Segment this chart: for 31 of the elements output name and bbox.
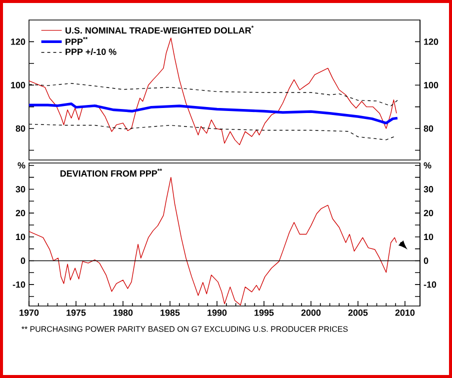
y-tick-label: 100: [11, 82, 26, 88]
y2-tick-label: 120: [424, 38, 438, 45]
y-tick-label: 10: [16, 234, 26, 240]
x-tick-label: 1970: [20, 310, 39, 316]
y-tick-label: 0: [20, 258, 26, 264]
y-tick-label: %: [18, 162, 26, 169]
y-tick-label: -10: [12, 281, 26, 288]
x-tick-label: 1975: [66, 310, 86, 316]
x-tick-label: 1985: [160, 310, 180, 316]
x-tick-label: 2005: [348, 310, 368, 316]
legend-label: U.S. NOMINAL TRADE-WEIGHTED DOLLAR$^{*}$: [66, 26, 254, 34]
y2-tick-label: 30: [424, 186, 434, 192]
y-tick-label: 120: [11, 38, 26, 45]
y2-tick-label: 80: [424, 125, 434, 132]
x-tick-label: 1980: [114, 310, 133, 316]
y2-tick-label: -10: [424, 281, 436, 288]
legend-label: PPP$^{**}$: [66, 36, 88, 45]
y2-tick-label: %: [424, 162, 432, 169]
y2-tick-label: 100: [424, 82, 438, 88]
y-tick-label: 20: [16, 210, 26, 216]
y2-tick-label: 0: [424, 258, 428, 264]
text: DEVIATION FROM PPP$^{**}$: [60, 168, 162, 177]
legend-label: PPP +/-10 %: [66, 48, 116, 56]
y-tick-label: 30: [16, 186, 26, 192]
x-tick-label: 2010: [395, 310, 415, 316]
y-tick-label: 80: [16, 125, 26, 132]
y2-tick-label: 20: [424, 210, 434, 216]
y2-tick-label: 10: [424, 234, 434, 240]
x-tick-label: 2000: [301, 310, 321, 316]
x-tick-label: 1995: [254, 310, 274, 316]
x-tick-label: 1990: [208, 310, 227, 316]
